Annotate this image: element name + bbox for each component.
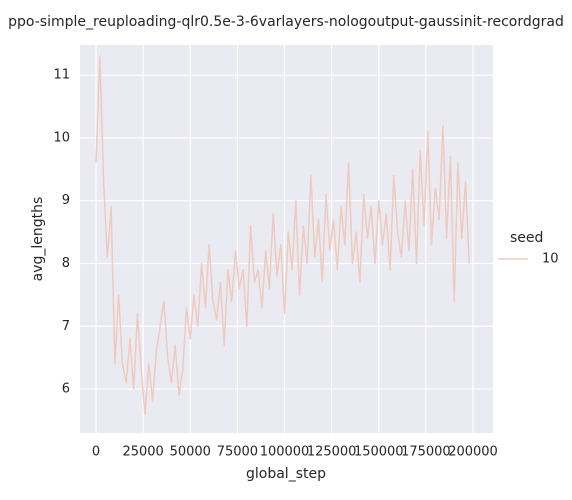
x-tick-label: 50000: [170, 445, 211, 460]
chart-title: ppo-simple_reuploading-qlr0.5e-3-6varlay…: [8, 14, 564, 30]
y-tick-label: 8: [62, 256, 70, 271]
legend-title: seed: [510, 230, 543, 246]
x-axis-label: global_step: [246, 466, 326, 482]
x-tick-label: 25000: [122, 445, 163, 460]
x-tick-label: 0: [92, 445, 100, 460]
y-tick-label: 7: [62, 319, 70, 334]
y-tick-label: 6: [62, 382, 70, 397]
data-line: [95, 55, 470, 415]
y-tick-label: 11: [53, 68, 70, 83]
x-tick-label: 75000: [217, 445, 258, 460]
x-tick-label: 175000: [401, 445, 451, 460]
x-tick-label: 100000: [260, 445, 310, 460]
y-tick-label: 9: [62, 193, 70, 208]
y-tick-label: 10: [53, 130, 70, 145]
legend-label: 10: [542, 252, 559, 267]
y-axis-label: avg_lengths: [30, 197, 46, 282]
x-tick-label: 125000: [307, 445, 357, 460]
x-tick-label: 150000: [354, 445, 404, 460]
x-tick-label: 200000: [448, 445, 498, 460]
